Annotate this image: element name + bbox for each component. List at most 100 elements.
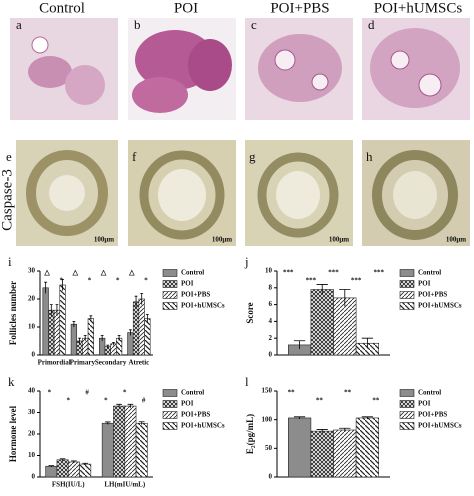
bar: [355, 417, 380, 478]
error-bar: [71, 460, 77, 464]
bar: [45, 465, 58, 478]
significance: △: [43, 269, 50, 277]
significance: *: [116, 277, 120, 285]
x-tick-label: Atretic: [128, 359, 149, 367]
bar: [113, 405, 126, 478]
x-tick-label: LH(mIU/mL): [104, 481, 146, 489]
significance: **: [372, 397, 380, 405]
bar: [67, 461, 80, 478]
legend-label: Control: [181, 269, 204, 277]
significance: *: [123, 389, 127, 397]
legend-label: POI: [181, 280, 194, 288]
y-tick-label: 10: [265, 267, 273, 275]
column-header: POI+hUMSCs: [374, 0, 463, 16]
y-tick-label: 30: [28, 408, 36, 416]
bar: [70, 323, 78, 356]
row-label: Caspase-3: [0, 169, 15, 231]
y-axis-label: Score: [245, 302, 255, 323]
y-tick-label: 4: [269, 317, 273, 325]
significance: ***: [373, 269, 384, 277]
legend-swatch: [399, 411, 415, 419]
error-bar: [134, 295, 138, 308]
panel-letter: g: [249, 149, 256, 164]
column-header: POI+PBS: [270, 0, 329, 16]
panel-letter: f: [132, 149, 137, 164]
error-bar: [44, 281, 48, 294]
bar: [333, 297, 357, 356]
error-bar: [117, 335, 121, 341]
bar: [42, 287, 49, 356]
x-tick-label: Secondary: [95, 359, 127, 367]
panel-letter: a: [16, 17, 22, 32]
error-bar: [293, 416, 306, 420]
error-bar: [72, 321, 76, 327]
bar: [333, 429, 357, 478]
legend-swatch: [399, 400, 415, 408]
panel-letter: h: [366, 149, 373, 164]
legend-swatch: [399, 280, 415, 288]
significance: *: [59, 277, 63, 285]
error-bar: [59, 458, 66, 461]
y-axis-label: Hormone level: [8, 405, 18, 462]
ihc-images: [16, 140, 470, 246]
y-tick-label: 0: [32, 351, 36, 359]
legend-label: Control: [418, 269, 441, 277]
legend-swatch: [399, 269, 415, 277]
legend-label: POI+hUMSCs: [181, 422, 225, 430]
significance: *: [88, 277, 92, 285]
x-tick-label: FSH(IU/L): [52, 481, 85, 489]
y-tick-label: 2: [269, 334, 273, 342]
scale-bar: 100μm: [446, 236, 466, 244]
legend-label: POI: [181, 400, 194, 408]
bar: [135, 422, 148, 478]
bar: [59, 284, 66, 356]
error-bar: [316, 284, 328, 295]
error-bar: [339, 427, 351, 432]
y-tick-label: 50: [265, 444, 273, 452]
panel-letter: e: [6, 149, 12, 164]
bar: [124, 405, 137, 478]
error-bar: [128, 329, 132, 336]
significance: ***: [351, 277, 362, 285]
legend-label: POI: [418, 400, 431, 408]
error-bar: [100, 335, 104, 341]
legend-label: POI: [418, 280, 431, 288]
legend-label: POI+PBS: [181, 291, 210, 299]
legend-label: POI+PBS: [181, 411, 210, 419]
significance: △: [100, 269, 107, 277]
y-tick-label: 6: [269, 300, 273, 308]
y-tick-label: 10: [28, 451, 36, 459]
column-header: POI: [174, 0, 198, 16]
y-axis-label: Follicles number: [8, 281, 18, 345]
legend-swatch: [162, 280, 178, 288]
legend-swatch: [162, 291, 178, 299]
error-bar: [55, 304, 59, 316]
x-tick-label: Primordial: [38, 359, 71, 367]
significance: **: [344, 389, 352, 397]
y-tick-label: 30: [28, 267, 36, 275]
bar: [101, 422, 114, 478]
significance: ***: [328, 269, 339, 277]
error-bar: [140, 293, 144, 305]
significance: △: [72, 269, 79, 277]
panel-letter: l: [245, 374, 249, 389]
x-tick-label: Primary: [70, 359, 96, 367]
error-bar: [48, 465, 55, 467]
legend-label: Control: [181, 389, 204, 397]
y-axis-label: E₂(pg/mL): [245, 414, 255, 454]
significance: *: [144, 277, 148, 285]
legend-swatch: [399, 389, 415, 397]
y-tick-label: 10: [28, 323, 36, 331]
error-bar: [83, 335, 87, 341]
legend-label: POI+PBS: [418, 291, 447, 299]
significance: ***: [306, 277, 317, 285]
column-header: Control: [39, 0, 85, 16]
error-bar: [361, 337, 374, 349]
bar: [87, 318, 94, 356]
bar: [110, 343, 117, 356]
y-tick-label: 0: [269, 473, 273, 481]
y-tick-label: 150: [262, 387, 273, 395]
y-tick-label: 0: [32, 473, 36, 481]
scale-bar: 100μm: [94, 236, 114, 244]
